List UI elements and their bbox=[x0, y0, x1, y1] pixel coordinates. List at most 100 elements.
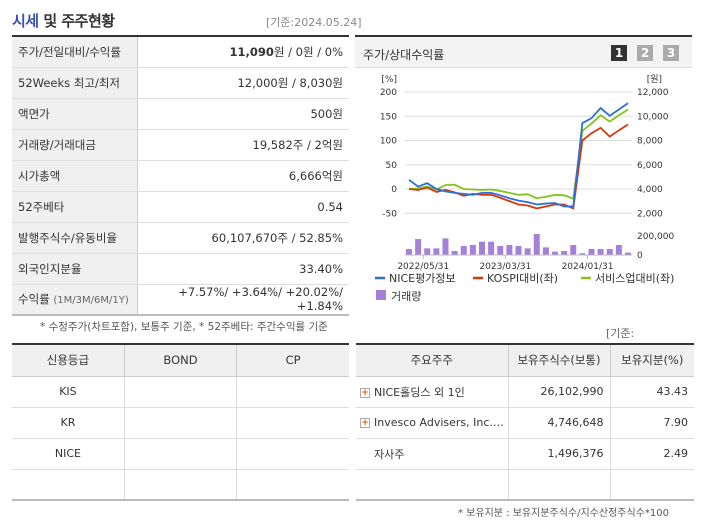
volume-bar bbox=[506, 245, 513, 255]
rating-cell bbox=[236, 376, 349, 408]
row-value: 0.54 bbox=[137, 191, 349, 223]
row-label: 발행주식수/유동비율 bbox=[12, 222, 138, 254]
legend-swatch bbox=[376, 290, 386, 300]
relative-return-chart: [%] [원] 200 12,000 150 10,000 100 8,000 50 6,000 0… bbox=[375, 74, 674, 303]
expand-plus-icon[interactable]: + bbox=[360, 387, 370, 398]
summary-row: 거래량/거래대금 19,582주 / 2억원 bbox=[12, 129, 349, 161]
col-header: 신용등급 bbox=[12, 344, 125, 377]
volume-bar bbox=[488, 241, 495, 255]
volume-bar bbox=[561, 251, 568, 255]
row-value: 11,090원 / 0원 / 0% bbox=[137, 36, 349, 68]
right-tick-label: 4,000 bbox=[637, 185, 663, 195]
right-tick-label: 10,000 bbox=[637, 112, 669, 122]
right-tick-label: 6,000 bbox=[637, 161, 663, 171]
x-tick-label: 2023/03/31 bbox=[479, 262, 531, 272]
credit-rating-table: 신용등급 BOND CP KIS KR NICE bbox=[12, 343, 349, 501]
chart-panel: 주가/상대수익률 1 2 3 bbox=[355, 35, 692, 317]
rating-cell bbox=[236, 407, 349, 439]
volume-bar bbox=[433, 248, 440, 255]
summary-row: 액면가 500원 bbox=[12, 98, 349, 130]
row-value: 60,107,670주 / 52.85% bbox=[137, 222, 349, 254]
row-value: 12,000원 / 8,030원 bbox=[137, 67, 349, 99]
volume-bar bbox=[451, 251, 458, 255]
left-tick-label: 50 bbox=[386, 161, 398, 171]
volume-bar bbox=[460, 245, 467, 255]
right-axis-unit: [원] bbox=[647, 74, 662, 85]
left-tick-label: 200 bbox=[380, 88, 397, 98]
holder-name-cell: 자사주 bbox=[356, 438, 509, 470]
shareholder-row: + Invesco Advisers, Inc.… 4,746,648 7.90 bbox=[356, 407, 694, 439]
rating-cell: KR bbox=[12, 407, 125, 439]
row-label: 거래량/거래대금 bbox=[12, 129, 138, 161]
left-tick-label: 150 bbox=[380, 112, 397, 122]
rating-cell bbox=[124, 376, 238, 408]
rating-cell bbox=[236, 469, 349, 501]
legend-label: KOSPI대비(좌) bbox=[487, 272, 558, 285]
row-label: 시가총액 bbox=[12, 160, 138, 192]
left-axis-unit: [%] bbox=[381, 75, 397, 85]
holder-pct bbox=[610, 469, 694, 501]
row-label: 액면가 bbox=[12, 98, 138, 130]
row-label: 52Weeks 최고/최저 bbox=[12, 67, 138, 99]
summary-row: 52Weeks 최고/최저 12,000원 / 8,030원 bbox=[12, 67, 349, 99]
summary-row: 외국인지분율 33.40% bbox=[12, 253, 349, 285]
rating-cell: KIS bbox=[12, 376, 125, 408]
chart-page-1-button[interactable]: 1 bbox=[611, 45, 627, 61]
volume-bar bbox=[406, 249, 412, 255]
x-tick-label: 2024/01/31 bbox=[562, 262, 614, 272]
row-label: 수익률 (1M/3M/6M/1Y) bbox=[12, 284, 138, 316]
volume-bar bbox=[515, 245, 522, 255]
row-label: 주가/전일대비/수익률 bbox=[12, 36, 138, 68]
series-line-2 bbox=[408, 108, 629, 200]
rating-row bbox=[12, 469, 349, 501]
summary-row: 발행주식수/유동비율 60,107,670주 / 52.85% bbox=[12, 222, 349, 254]
volume-bar bbox=[606, 249, 613, 255]
left-tick-label: 100 bbox=[380, 137, 397, 147]
holder-name-cell: + NICE홀딩스 외 1인 bbox=[356, 376, 509, 408]
col-header: CP bbox=[236, 344, 349, 377]
volume-bar bbox=[615, 245, 622, 255]
holder-name-cell: + Invesco Advisers, Inc.… bbox=[356, 407, 509, 439]
holder-name: Invesco Advisers, Inc.… bbox=[374, 416, 504, 429]
rating-row: KR bbox=[12, 407, 349, 439]
current-price: 11,090 bbox=[229, 44, 274, 59]
summary-row: 주가/전일대비/수익률 11,090원 / 0원 / 0% bbox=[12, 36, 349, 68]
col-header: 보유지분(%) bbox=[610, 344, 694, 377]
summary-footnote: * 수정주가(차트포함), 보통주 기준, * 52주베타: 주간수익률 기준 bbox=[40, 321, 328, 333]
row-value: 6,666억원 bbox=[137, 160, 349, 192]
summary-row: 52주베타 0.54 bbox=[12, 191, 349, 223]
volume-bar bbox=[588, 249, 595, 255]
holder-pct: 43.43 bbox=[610, 376, 694, 408]
left-tick-label: -50 bbox=[382, 209, 397, 219]
shareholder-row: 자사주 1,496,376 2.49 bbox=[356, 438, 694, 470]
holder-pct: 2.49 bbox=[610, 438, 694, 470]
as-of-date: [기준:2024.05.24] bbox=[266, 16, 362, 29]
holder-shares bbox=[508, 469, 611, 501]
series-line-0 bbox=[408, 102, 629, 208]
holder-name-cell bbox=[356, 469, 509, 501]
legend-label: 서비스업대비(좌) bbox=[595, 272, 674, 285]
volume-bar bbox=[570, 245, 577, 255]
shareholder-row bbox=[356, 469, 694, 501]
chart-header: 주가/상대수익률 1 2 3 bbox=[355, 37, 692, 68]
summary-row: 시가총액 6,666억원 bbox=[12, 160, 349, 192]
volume-bar bbox=[524, 248, 531, 255]
expand-plus-icon[interactable]: + bbox=[360, 418, 370, 428]
rating-cell bbox=[124, 438, 238, 470]
volume-bar bbox=[469, 245, 476, 255]
volume-tick-label: 0 bbox=[637, 251, 643, 261]
chart-title: 주가/상대수익률 bbox=[363, 48, 445, 62]
row-label-sub: (1M/3M/6M/1Y) bbox=[53, 295, 129, 307]
holder-name: NICE홀딩스 외 1인 bbox=[374, 385, 465, 399]
volume-bar bbox=[579, 253, 586, 255]
col-header: BOND bbox=[124, 344, 238, 377]
volume-bar bbox=[479, 241, 485, 255]
holder-pct: 7.90 bbox=[610, 407, 694, 439]
volume-bar bbox=[442, 238, 449, 255]
row-value: +7.57%/ +3.64%/ +20.02%/ +1.84% bbox=[137, 284, 349, 316]
chart-page-3-button[interactable]: 3 bbox=[663, 45, 679, 61]
summary-row: 수익률 (1M/3M/6M/1Y) +7.57%/ +3.64%/ +20.02%… bbox=[12, 284, 349, 316]
row-label: 52주베타 bbox=[12, 191, 138, 223]
rating-row: KIS bbox=[12, 376, 349, 408]
chart-page-2-button[interactable]: 2 bbox=[637, 45, 653, 61]
